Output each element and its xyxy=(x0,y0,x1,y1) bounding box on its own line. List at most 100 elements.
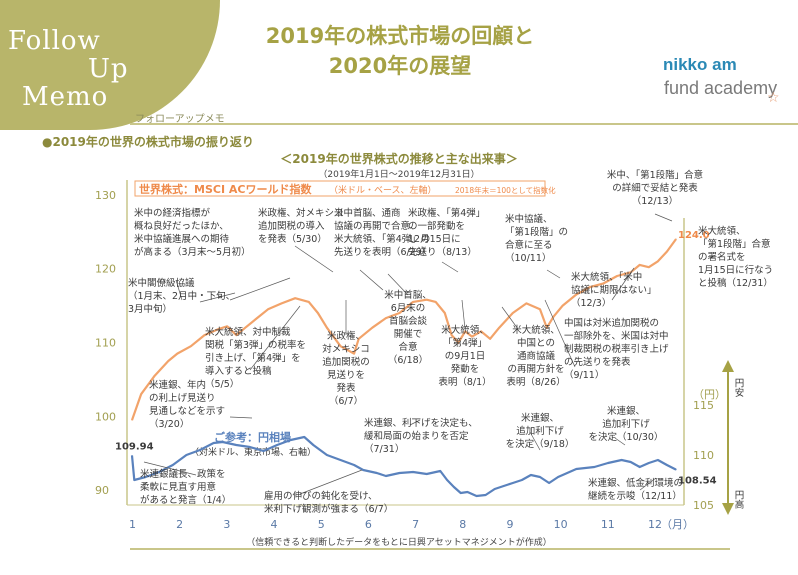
yen-weak-label: 円安 xyxy=(733,378,745,398)
event-annotation-line: 追加利下げ xyxy=(602,418,650,430)
equity-point xyxy=(217,328,219,330)
event-annotation-line: の詳細で妥結と発表 xyxy=(612,182,698,194)
callout-leader xyxy=(654,213,673,222)
event-annotation-line: 通商協議 xyxy=(517,350,556,362)
event-annotation-line: 1月15日に行なう xyxy=(698,264,773,276)
event-annotation-line: 追加利下げ xyxy=(516,425,564,437)
x-axis-tick: 5 xyxy=(318,518,325,531)
equity-point xyxy=(546,327,548,329)
callout-leader xyxy=(611,267,635,301)
event-annotation-line: 米連銀議長、政策を xyxy=(140,468,226,480)
event-annotation-line: 引き上げ、「第4弾」を xyxy=(205,352,301,364)
x-axis-tick: 12 xyxy=(648,518,662,531)
event-annotation-line: を決定（9/18） xyxy=(506,438,575,450)
yen-point xyxy=(593,466,596,468)
equity-point xyxy=(176,352,178,355)
yen-point xyxy=(566,472,568,474)
source-note: （信頼できると判断したデータをもとに日興アセットマネジメントが作成） xyxy=(246,538,552,548)
callout-leader xyxy=(294,245,334,273)
event-annotation: 米中閣僚級協議（1月末、2月中・下旬、3月中旬） xyxy=(128,277,235,315)
equity-point xyxy=(358,338,360,340)
section-title: ●2019年の世界の株式市場の振り返り xyxy=(42,135,254,149)
equity-point xyxy=(294,297,296,299)
corner-text-memo: Memo xyxy=(22,82,109,112)
event-annotation-line: 米連銀、利下げを決定も、 xyxy=(364,417,478,429)
equity-point xyxy=(371,327,373,329)
yen-point xyxy=(339,459,342,461)
event-annotation-line: 米政権、対メキシコ xyxy=(258,207,344,219)
event-annotation-line: 米中首脳、通商 xyxy=(334,207,401,219)
event-annotation-line: 表明（8/26） xyxy=(506,376,565,388)
event-annotation-line: （9/11） xyxy=(564,369,604,381)
yen-point xyxy=(385,475,387,477)
equity-point xyxy=(666,251,668,253)
equity-point xyxy=(385,317,387,319)
event-annotation-line: 12月15日に xyxy=(408,234,461,245)
event-annotation-line: 追加関税の xyxy=(322,356,370,368)
event-annotation-line: （6/7） xyxy=(329,395,363,407)
equity-point xyxy=(589,286,591,288)
equity-point xyxy=(154,375,156,377)
equity-legend-box xyxy=(134,180,546,197)
yen-point xyxy=(446,479,448,481)
event-annotation-line: 合意に至る xyxy=(505,239,553,251)
follow-up-memo-label: フォローアップメモ xyxy=(135,114,225,125)
yen-point xyxy=(158,471,160,473)
callout-leader xyxy=(639,477,657,491)
yen-point xyxy=(657,459,659,461)
callout-leader xyxy=(175,279,183,301)
yen-point xyxy=(235,444,237,446)
equity-point xyxy=(140,393,142,395)
event-annotation-line: の署名式を xyxy=(698,251,746,263)
x-axis-tick: 11 xyxy=(601,518,615,531)
left-axis-tick: 130 xyxy=(95,189,116,202)
callout-leader xyxy=(441,261,459,273)
callout-leader xyxy=(546,269,561,279)
yen-point xyxy=(312,444,314,446)
callout-leader xyxy=(614,437,626,446)
yen-direction-arrow xyxy=(722,360,734,515)
callout-leader xyxy=(387,273,409,296)
event-annotation-line: 雇用の伸びの鈍化を受け、 xyxy=(264,490,378,502)
event-annotation-line: 中国との xyxy=(517,337,555,349)
equity-point xyxy=(562,304,564,307)
equity-point xyxy=(308,301,310,303)
x-axis-tick: 10 xyxy=(554,518,568,531)
equity-point xyxy=(498,327,500,329)
yen-point xyxy=(485,494,487,496)
equity-point xyxy=(317,312,319,314)
yen-point xyxy=(439,470,441,472)
event-annotation-line: （5/5） xyxy=(205,378,239,390)
corner-text-follow: Follow xyxy=(8,26,101,56)
equity-point xyxy=(412,301,414,303)
equity-point xyxy=(657,260,659,262)
equity-point xyxy=(451,334,453,336)
yen-point xyxy=(548,482,550,484)
event-annotation-line: 首脳会談 xyxy=(389,315,428,327)
equity-series-note: 2018年末＝100として指数化 xyxy=(455,185,556,195)
callout-leader xyxy=(359,269,384,291)
event-annotation-line: 米利下げ観測が強まる（6/7） xyxy=(264,503,393,515)
equity-point xyxy=(131,419,133,421)
event-annotation-line: 米中、「第1段階」合意 xyxy=(607,169,703,181)
yen-point xyxy=(460,492,462,494)
yen-point xyxy=(607,462,609,464)
page-title-line2: 2020年の展望 xyxy=(328,54,472,78)
event-annotation-line: （10/11） xyxy=(505,252,551,264)
equity-point xyxy=(167,360,169,362)
equity-point xyxy=(258,316,260,318)
event-annotation-line: 米中の経済指標が xyxy=(134,207,211,219)
event-annotation-line: 米大統領、 xyxy=(698,225,746,237)
event-annotation-line: を決定（10/30） xyxy=(589,431,664,443)
yen-point xyxy=(222,441,224,443)
event-annotation-line: 合意 xyxy=(398,341,417,353)
event-annotation-line: と投稿（12/31） xyxy=(698,277,773,289)
event-annotation-line: （6/18） xyxy=(388,354,428,366)
yen-series-suffix: （対米ドル、東京市場、右軸） xyxy=(190,446,316,458)
event-annotation-line: 「第1段階」の xyxy=(505,226,568,238)
event-annotation-line: 先送り（8/13） xyxy=(408,246,477,258)
equity-point xyxy=(281,302,283,304)
